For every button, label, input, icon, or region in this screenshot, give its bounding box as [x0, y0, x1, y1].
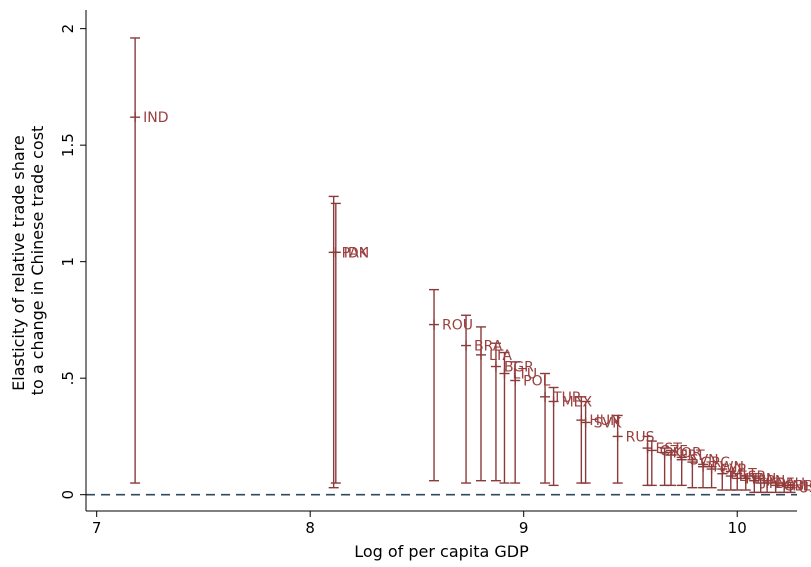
range-bar	[461, 314, 472, 484]
range-bar	[580, 400, 591, 484]
point-label: LTU	[512, 367, 537, 383]
point-label: POL	[523, 374, 550, 390]
y-axis-ticks: 0 .5 1 1.5 2	[59, 24, 86, 500]
point-label: PAK	[342, 245, 369, 261]
data-point: ROU	[429, 318, 473, 334]
y-axis-title-line-2: to a change in Chinese trade cost	[28, 126, 47, 396]
data-point: LTA	[476, 348, 512, 364]
y-axis-title-line-1: Elasticity of relative trade share	[9, 135, 28, 391]
point-label: HUN	[589, 413, 620, 429]
range-bar	[328, 195, 339, 489]
y-axis-title: Elasticity of relative trade share to a …	[9, 126, 47, 396]
y-tick-label: 1	[59, 257, 77, 267]
data-point: TWN	[698, 460, 744, 476]
x-tick-label: 10	[728, 519, 747, 537]
data-point: KOR	[659, 446, 702, 462]
data-point: IND	[130, 110, 168, 126]
point-label: ROU	[442, 318, 473, 334]
point-label: NLD	[792, 478, 811, 494]
data-point: NLD	[779, 478, 811, 494]
data-point: HUN	[576, 413, 621, 429]
point-label: IND	[143, 110, 168, 126]
y-tick-label: .5	[59, 371, 77, 385]
point-label: TUR	[552, 390, 582, 406]
y-tick-label: 0	[59, 490, 77, 500]
point-label: BGR	[504, 360, 534, 376]
range-bar	[540, 372, 551, 484]
data-point: SVK	[580, 415, 622, 431]
data-point: RUS	[612, 429, 655, 445]
data-point: TUR	[540, 390, 582, 406]
point-label: MEX	[562, 394, 593, 410]
x-axis-title: Log of per capita GDP	[354, 542, 529, 561]
data-point: POL	[510, 374, 551, 390]
point-label: IDN	[344, 245, 369, 261]
x-tick-label: 9	[519, 519, 529, 537]
point-label: KOR	[673, 446, 702, 462]
range-bar	[429, 288, 440, 482]
point-label: USA	[799, 481, 811, 497]
point-label: RUS	[626, 429, 655, 445]
point-label: SVK	[594, 415, 622, 431]
data-point: MEX	[548, 394, 593, 410]
range-bar	[612, 414, 623, 484]
point-label: LTA	[489, 348, 512, 364]
plot-area: INDPAKIDNROUBRALTABGRLTUPOLTURMEXHUNSVKR…	[86, 37, 811, 497]
x-tick-label: 7	[92, 519, 102, 537]
x-tick-label: 8	[305, 519, 315, 537]
data-point: USA	[785, 481, 811, 497]
data-marks: INDPAKIDNROUBRALTABGRLTUPOLTURMEXHUNSVKR…	[130, 37, 811, 497]
range-bar	[130, 37, 141, 484]
y-tick-label: 1.5	[59, 133, 77, 157]
y-tick-label: 2	[59, 24, 77, 34]
point-label: TWN	[710, 460, 744, 476]
data-point: LTU	[499, 367, 537, 383]
range-bar	[330, 202, 341, 484]
data-point: IDN	[330, 245, 369, 261]
x-axis-ticks: 7 8 9 10	[92, 511, 747, 537]
data-point: BGR	[490, 360, 534, 376]
